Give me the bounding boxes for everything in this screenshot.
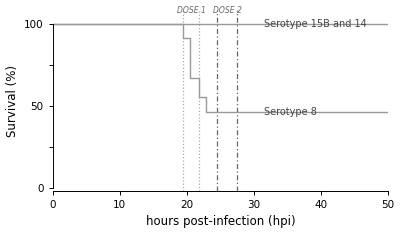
Text: DOSE 2: DOSE 2 bbox=[212, 6, 242, 15]
Text: Serotype 15B and 14: Serotype 15B and 14 bbox=[264, 18, 367, 29]
Text: DOSE 1: DOSE 1 bbox=[177, 6, 206, 15]
Y-axis label: Survival (%): Survival (%) bbox=[6, 65, 18, 137]
X-axis label: hours post-infection (hpi): hours post-infection (hpi) bbox=[146, 216, 295, 228]
Text: Serotype 8: Serotype 8 bbox=[264, 107, 317, 117]
